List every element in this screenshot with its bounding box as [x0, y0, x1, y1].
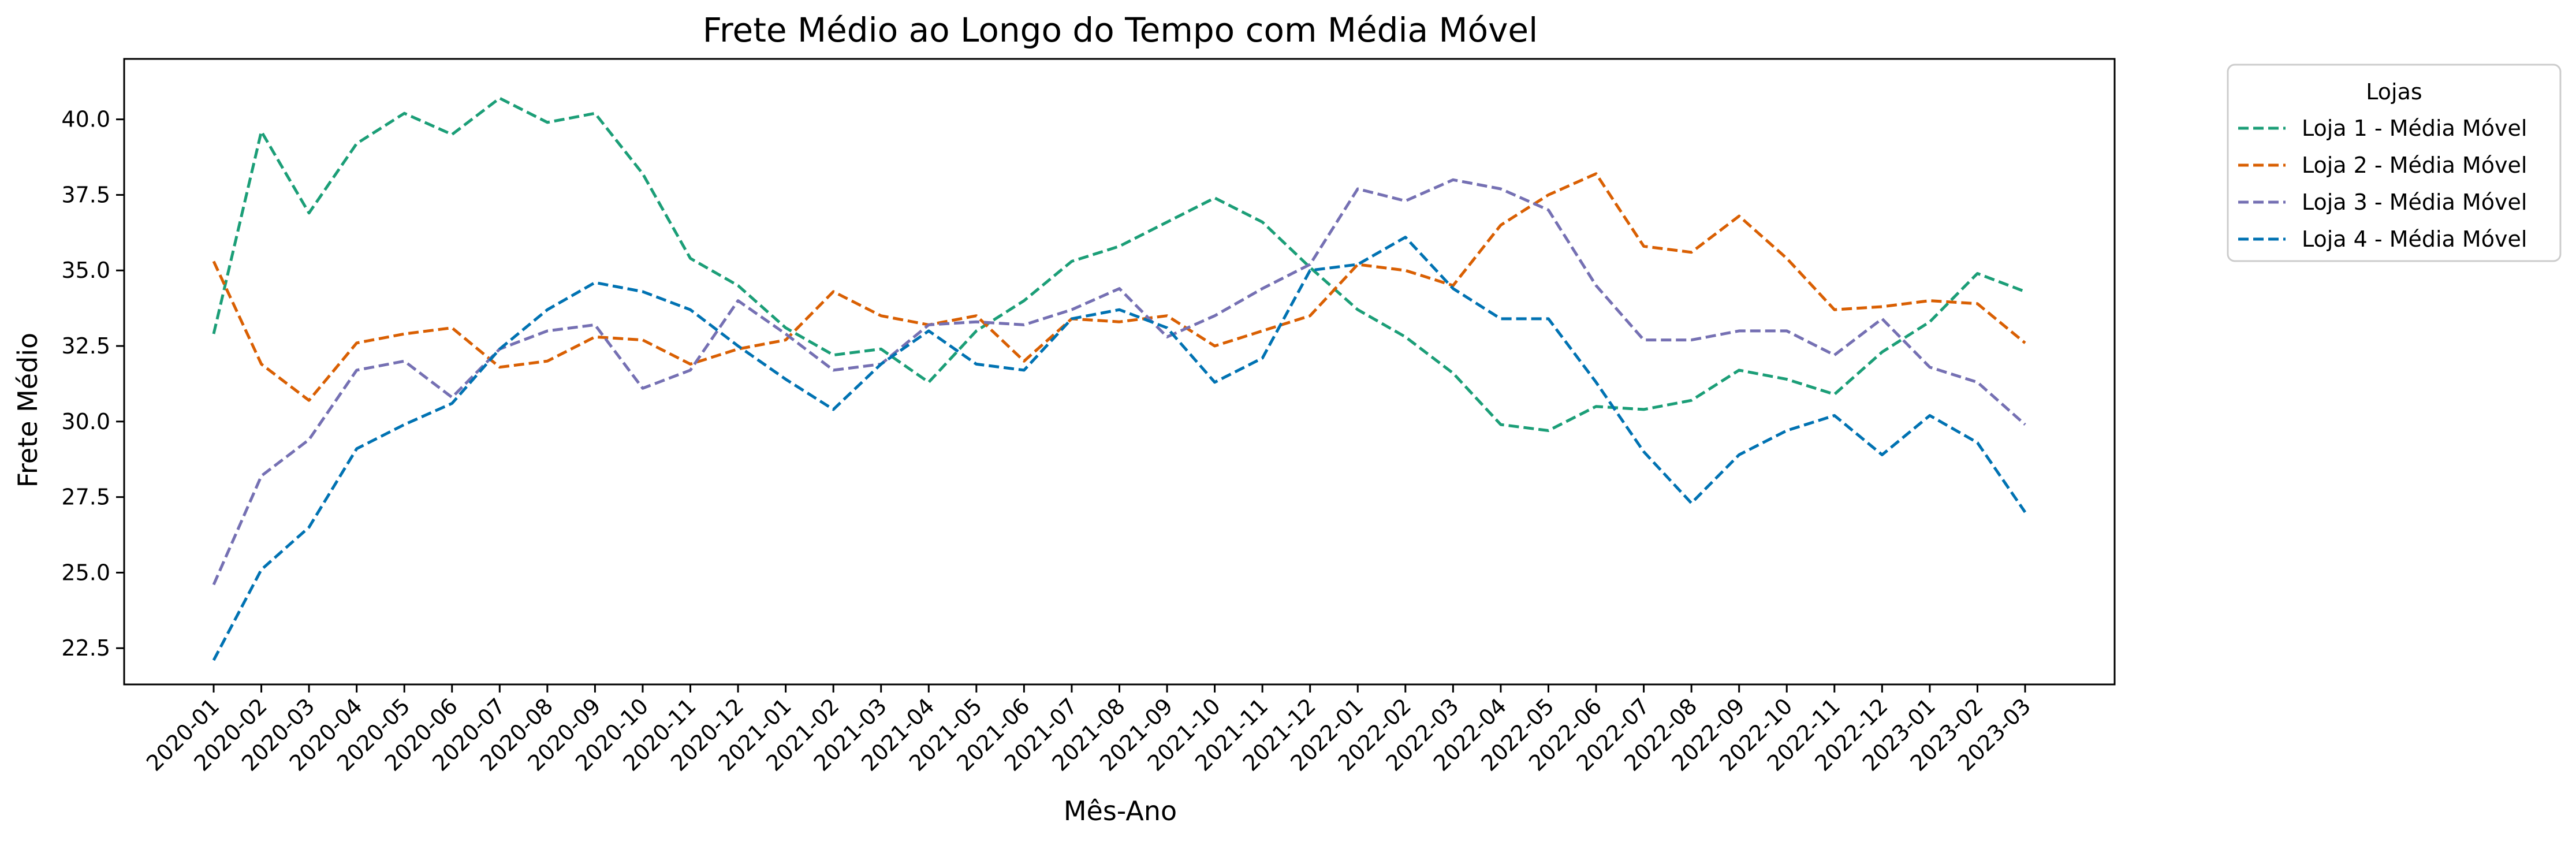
- chart-title: Frete Médio ao Longo do Tempo com Média …: [703, 10, 1538, 50]
- series-line-loja-2: [212, 172, 2026, 402]
- y-tick-label: 22.5: [61, 635, 110, 661]
- legend-box: [2227, 64, 2562, 262]
- legend-label-loja-1: Loja 1 - Média Móvel: [2302, 116, 2527, 141]
- legend-label-loja-2: Loja 2 - Média Móvel: [2302, 152, 2527, 178]
- series-line-loja-3: [212, 178, 2026, 586]
- x-axis: 2020-012020-022020-032020-042020-052020-…: [141, 684, 2036, 776]
- legend-title: Lojas: [2366, 79, 2422, 105]
- y-tick-label: 25.0: [61, 560, 110, 585]
- x-axis-label: Mês-Ano: [1064, 795, 1177, 827]
- series-line-loja-1: [212, 96, 2026, 432]
- plot-frame: [123, 58, 2116, 686]
- plot-area: [123, 58, 2116, 686]
- legend-label-loja-4: Loja 4 - Média Móvel: [2302, 226, 2527, 252]
- y-tick-label: 40.0: [61, 107, 110, 132]
- y-tick-label: 37.5: [61, 182, 110, 207]
- legend-items: Loja 1 - Média Móvel Loja 2 - Média Móvel…: [2238, 116, 2527, 252]
- series-lines: [212, 96, 2027, 661]
- legend: Lojas Loja 1 - Média Móvel Loja 2 - Média…: [2227, 64, 2562, 262]
- y-axis-label: Frete Médio: [12, 333, 43, 487]
- y-tick-label: 32.5: [61, 333, 110, 359]
- y-tick-label: 30.0: [61, 409, 110, 434]
- series-line-loja-4: [212, 236, 2027, 661]
- y-tick-label: 35.0: [61, 258, 110, 283]
- y-axis: 22.5 25.0 27.5 30.0 32.5 35.0 37.5 40.0: [61, 107, 124, 661]
- y-tick-label: 27.5: [61, 485, 110, 510]
- legend-label-loja-3: Loja 3 - Média Móvel: [2302, 189, 2527, 215]
